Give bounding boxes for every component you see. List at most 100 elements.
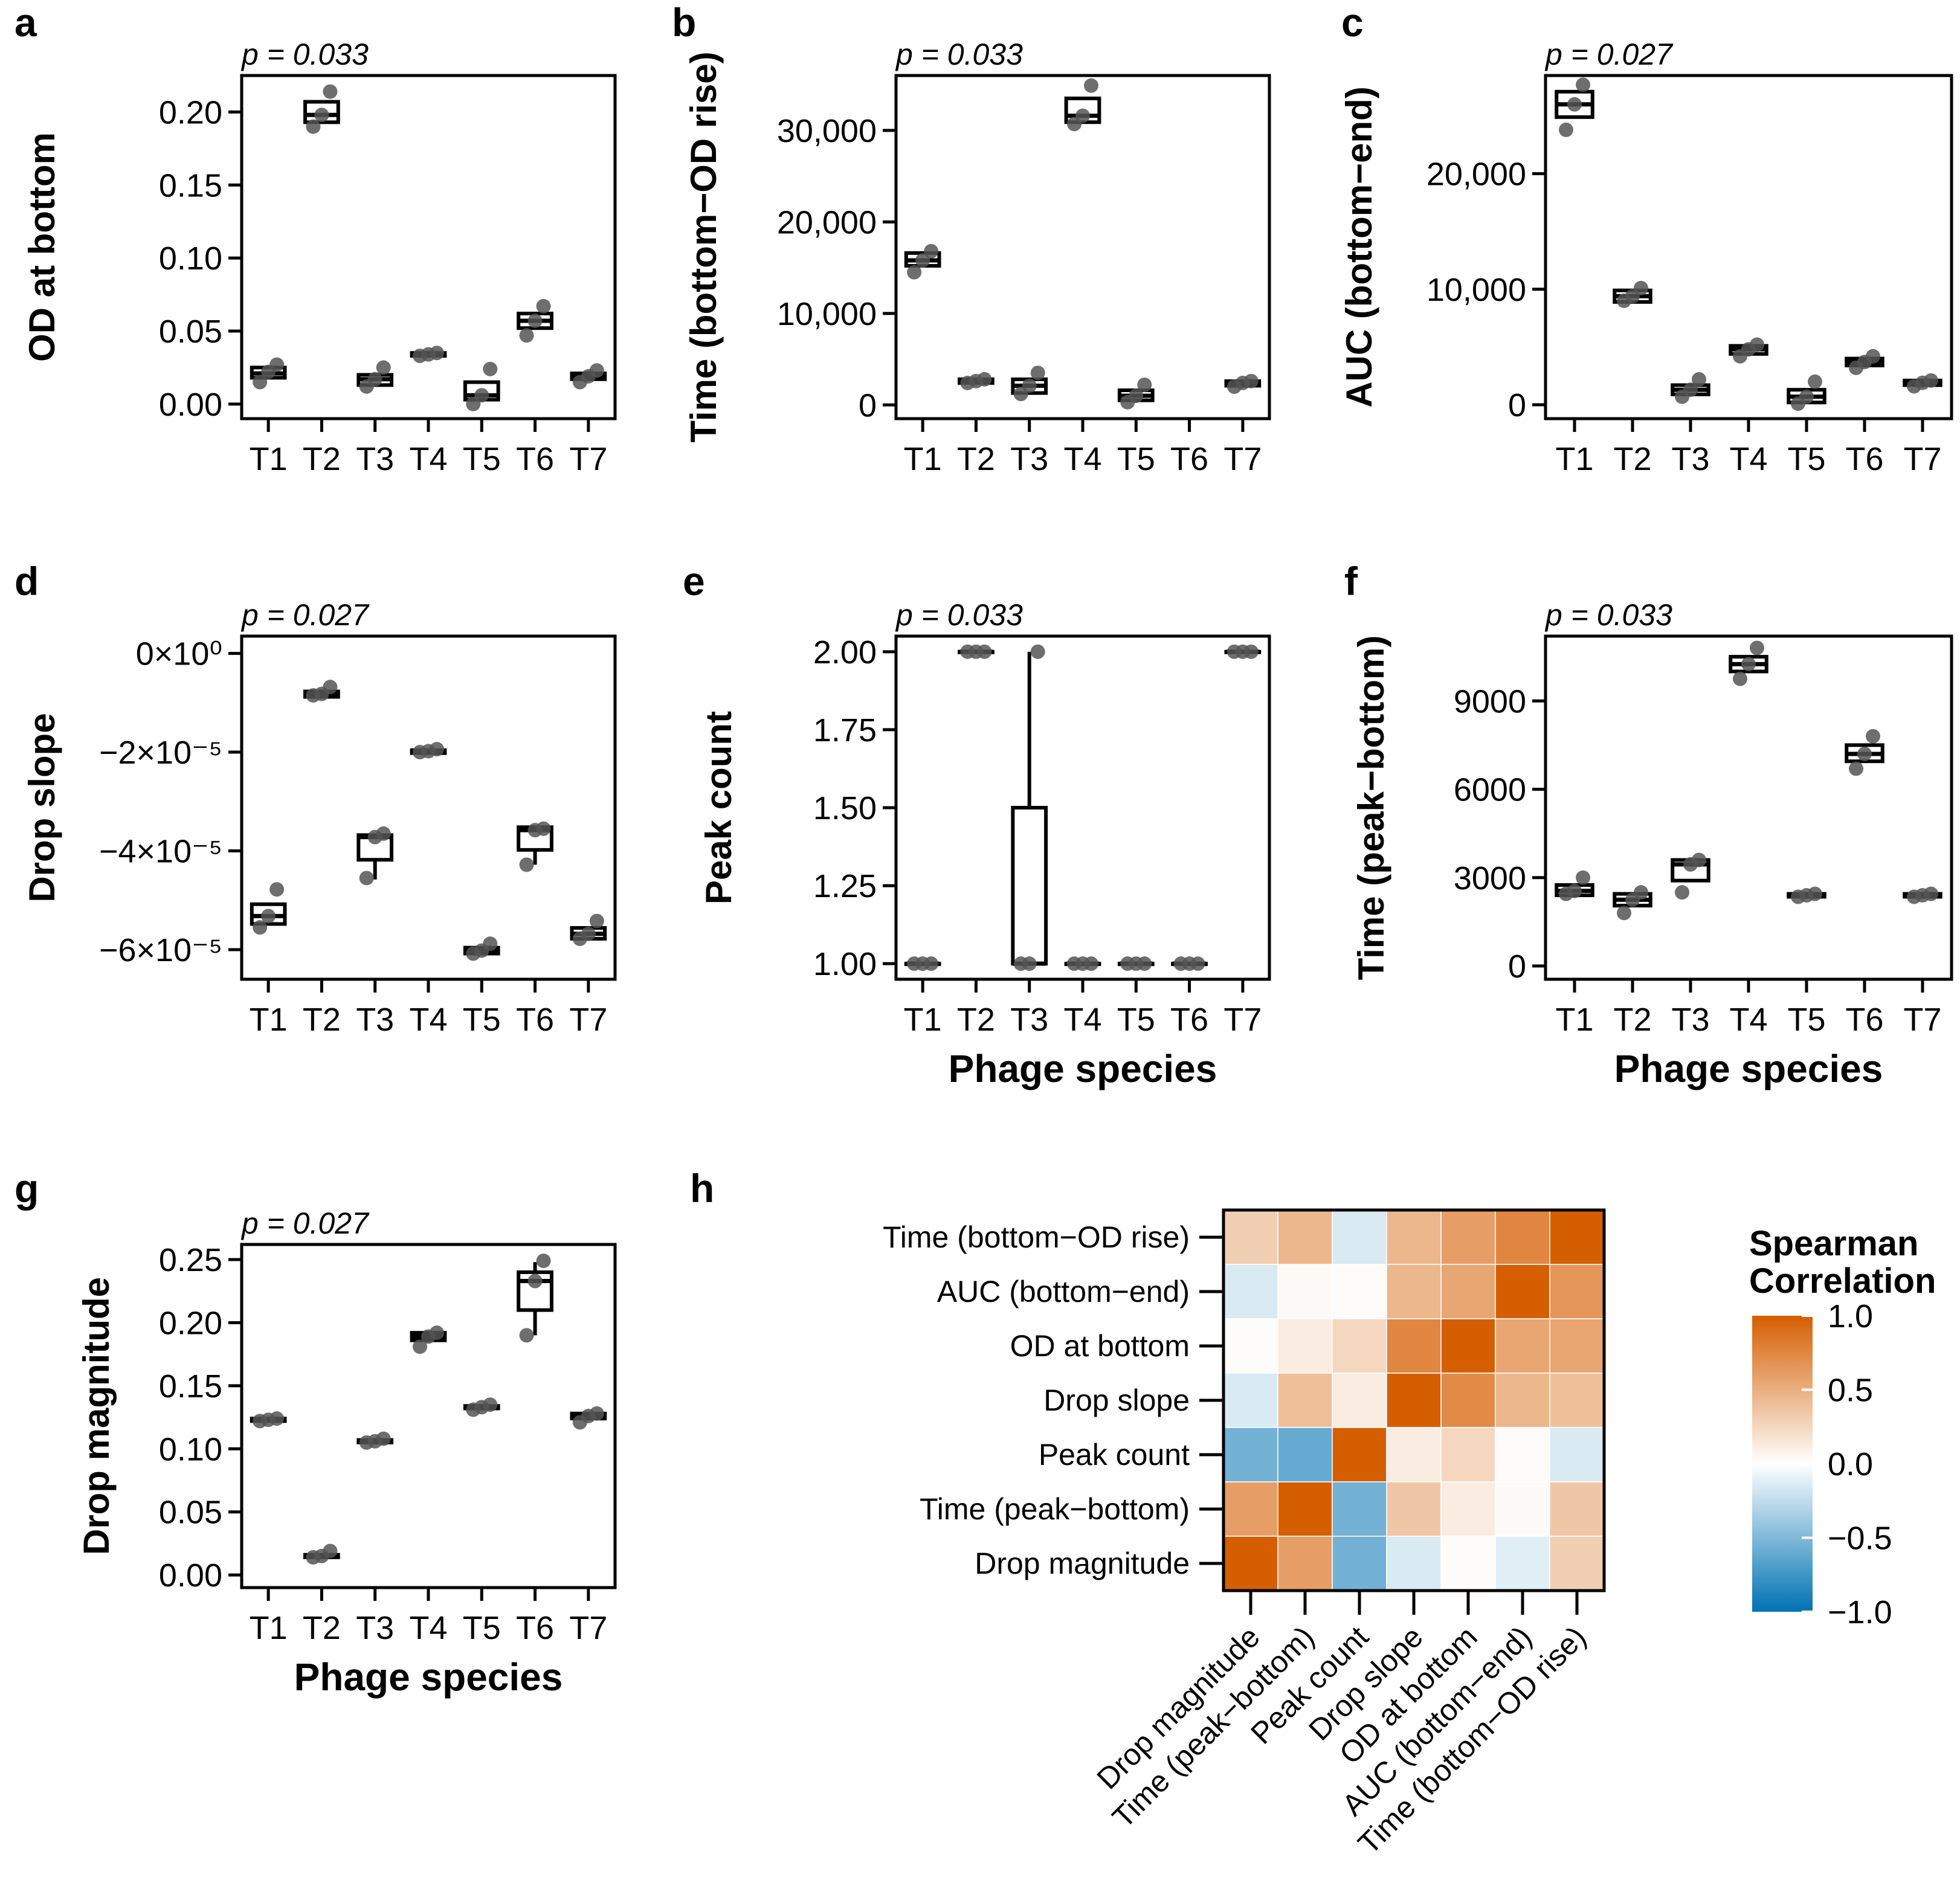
data-point: [253, 920, 268, 935]
p-value: p = 0.033: [895, 598, 1023, 632]
x-tick-label: T3: [356, 441, 394, 477]
panel-d: d p = 0.027 0×10⁰ −2×10⁻⁵ −4×10⁻⁵ −6×10⁻⁵ T1 T2…: [15, 559, 617, 1038]
heatmap-cell: [1277, 1481, 1333, 1537]
box-T7: [1903, 886, 1942, 904]
y-tick-label: 0.00: [159, 1557, 222, 1594]
axes-frame: [240, 1243, 617, 1589]
heatmap-cell: [1386, 1427, 1442, 1482]
heatmap-cell: [1386, 1264, 1442, 1319]
heatmap-cell: [1440, 1373, 1496, 1428]
data-point: [1799, 389, 1814, 404]
x-tick-label: T1: [904, 1002, 942, 1038]
heatmap-row-label: Time (bottom−OD rise): [883, 1220, 1190, 1254]
p-value: p = 0.027: [240, 1206, 370, 1240]
box-T1: [250, 882, 287, 935]
panel-letter: g: [15, 1166, 39, 1211]
x-tick-label: T5: [463, 441, 501, 477]
x-tick-label: T1: [250, 1002, 288, 1038]
data-point: [323, 680, 338, 695]
heatmap-cell: [1440, 1481, 1496, 1537]
data-point: [1022, 956, 1037, 971]
data-point: [1559, 122, 1573, 137]
box-T4: [1729, 640, 1768, 686]
y-tick-label: 0.20: [159, 94, 222, 130]
box-T7: [1224, 644, 1262, 659]
y-axis-label: Time (peak−bottom): [1351, 636, 1391, 980]
data-point: [1634, 280, 1648, 295]
data-point: [1692, 372, 1706, 387]
box-T3: [1011, 644, 1048, 971]
panel-letter: a: [15, 0, 37, 45]
y-tick-label: 0.05: [159, 314, 222, 350]
heatmap-cell: [1332, 1427, 1387, 1482]
data-point: [527, 314, 543, 329]
y-tick-label: 1.75: [813, 712, 877, 748]
y-tick-label: 1.00: [813, 946, 877, 982]
box-T5: [1117, 377, 1155, 410]
panel-letter: d: [15, 559, 39, 604]
colorbar-tick-label: 0.0: [1828, 1446, 1873, 1482]
legend-title: Spearman: [1749, 1224, 1918, 1263]
panel-letter: e: [683, 559, 705, 604]
y-tick-label: 0: [859, 387, 877, 423]
p-value: p = 0.033: [240, 37, 369, 71]
heatmap-row-label: Time (peak−bottom): [920, 1492, 1190, 1526]
x-tick-label: T2: [1613, 1002, 1651, 1038]
box-T3: [356, 1431, 394, 1450]
heatmap-cell: [1549, 1373, 1605, 1428]
panel-f: f p = 0.033 0 3000 6000 9000 T1 T2 T3 T4 T5 T6 T7 Tim…: [1344, 559, 1953, 1090]
box-T5: [1117, 956, 1155, 971]
y-tick-label: 0: [1508, 948, 1526, 985]
data-point: [1924, 373, 1938, 388]
heatmap-cell: [1277, 1536, 1333, 1591]
x-axis-label: Phage species: [294, 1655, 563, 1699]
box-T3: [356, 826, 394, 886]
y-axis-label: Time (bottom−OD rise): [683, 51, 724, 442]
box-T2: [958, 644, 995, 659]
panel-h: h Time (bottom−OD rise) AUC (bottom−end) OD…: [690, 1166, 1936, 1861]
heatmap-cell: [1277, 1318, 1333, 1374]
x-tick-label: T6: [516, 441, 554, 477]
p-value: p = 0.027: [1544, 37, 1674, 71]
heatmap-row-label: Peak count: [1039, 1438, 1190, 1472]
heatmap-cell: [1386, 1536, 1442, 1591]
heatmap-cell: [1332, 1481, 1387, 1537]
data-point: [1084, 78, 1098, 93]
data-point: [359, 871, 374, 886]
data-point: [269, 357, 285, 372]
box-T6: [1171, 956, 1208, 971]
data-point: [269, 1411, 285, 1426]
box-T1: [250, 1411, 287, 1429]
data-point: [1030, 365, 1045, 381]
x-tick-label: T1: [250, 1610, 288, 1646]
x-tick-label: T2: [957, 441, 995, 477]
data-point: [1576, 870, 1590, 885]
panel-a: a p = 0.033 0.00 0.05 0.10 0.15 0.20 T1 T2 T3 T4 T5…: [15, 0, 617, 477]
x-tick-label: T6: [1845, 1002, 1883, 1038]
x-tick-label: T6: [1845, 441, 1883, 477]
box-T7: [570, 1406, 607, 1430]
x-tick-label: T6: [1170, 441, 1208, 477]
axes-frame: [894, 634, 1271, 981]
x-tick-label: T1: [250, 441, 288, 477]
data-point: [1084, 956, 1098, 971]
y-tick-label: 6000: [1454, 772, 1526, 808]
x-tick-label: T7: [569, 1002, 607, 1038]
x-tick-label: T7: [1903, 1002, 1941, 1038]
heatmap-cell: [1440, 1427, 1496, 1482]
x-tick-label: T3: [356, 1002, 394, 1038]
box-T2: [303, 680, 340, 703]
box-T6: [517, 298, 553, 343]
x-tick-label: T4: [1063, 441, 1101, 477]
box-T1: [1555, 870, 1594, 901]
x-tick-label: T5: [1787, 1002, 1825, 1038]
x-tick-label: T4: [409, 1610, 447, 1646]
heatmap-cell: [1332, 1318, 1387, 1374]
x-tick-label: T7: [569, 441, 607, 477]
heatmap-cell: [1549, 1209, 1605, 1265]
heatmap-cell: [1223, 1209, 1278, 1265]
box-T2: [303, 84, 340, 134]
data-point: [376, 1431, 391, 1446]
data-point: [1866, 349, 1880, 364]
y-tick-label: 0.15: [159, 167, 222, 204]
